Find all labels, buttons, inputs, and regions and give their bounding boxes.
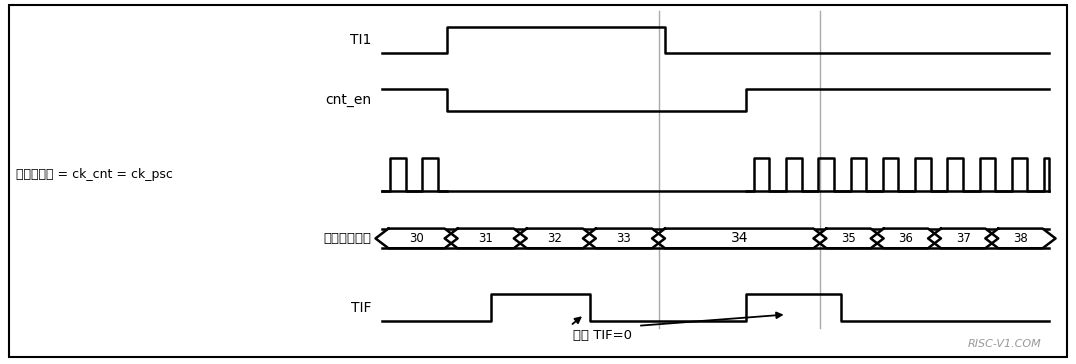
Text: 35: 35 bbox=[841, 232, 855, 245]
Text: 34: 34 bbox=[731, 232, 748, 245]
Polygon shape bbox=[444, 229, 527, 248]
Text: 38: 38 bbox=[1014, 232, 1028, 245]
Text: 32: 32 bbox=[548, 232, 563, 245]
Text: 31: 31 bbox=[478, 232, 493, 245]
Text: RISC-V1.COM: RISC-V1.COM bbox=[967, 340, 1042, 349]
Polygon shape bbox=[583, 229, 665, 248]
Text: 30: 30 bbox=[409, 232, 424, 245]
Polygon shape bbox=[513, 229, 596, 248]
Text: 37: 37 bbox=[955, 232, 971, 245]
Text: cnt_en: cnt_en bbox=[325, 93, 371, 107]
Text: TI1: TI1 bbox=[350, 33, 371, 47]
Polygon shape bbox=[813, 229, 883, 248]
Polygon shape bbox=[928, 229, 999, 248]
Text: 33: 33 bbox=[617, 232, 632, 245]
Polygon shape bbox=[652, 229, 826, 248]
Polygon shape bbox=[870, 229, 940, 248]
Polygon shape bbox=[986, 229, 1056, 248]
Text: 计数器寄存器: 计数器寄存器 bbox=[323, 232, 371, 245]
Text: 36: 36 bbox=[898, 232, 914, 245]
Polygon shape bbox=[376, 229, 457, 248]
Text: 写入 TIF=0: 写入 TIF=0 bbox=[574, 329, 632, 343]
Text: TIF: TIF bbox=[351, 301, 371, 314]
Text: 计数器时钟 = ck_cnt = ck_psc: 计数器时钟 = ck_cnt = ck_psc bbox=[16, 168, 173, 181]
